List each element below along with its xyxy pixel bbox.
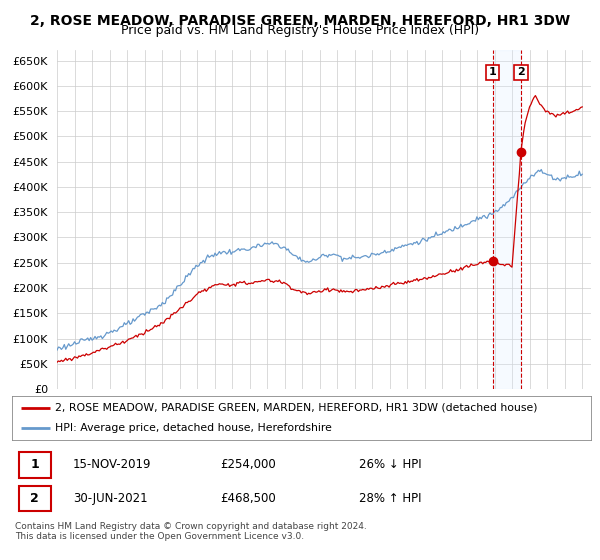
Text: Price paid vs. HM Land Registry's House Price Index (HPI): Price paid vs. HM Land Registry's House … xyxy=(121,24,479,37)
Text: £468,500: £468,500 xyxy=(220,492,276,505)
Text: 30-JUN-2021: 30-JUN-2021 xyxy=(73,492,148,505)
Text: HPI: Average price, detached house, Herefordshire: HPI: Average price, detached house, Here… xyxy=(55,423,332,433)
Text: 1: 1 xyxy=(31,458,39,472)
Text: 28% ↑ HPI: 28% ↑ HPI xyxy=(359,492,422,505)
Text: 2: 2 xyxy=(31,492,39,505)
FancyBboxPatch shape xyxy=(19,452,51,478)
Text: 15-NOV-2019: 15-NOV-2019 xyxy=(73,458,151,472)
Bar xyxy=(493,50,521,389)
Text: 26% ↓ HPI: 26% ↓ HPI xyxy=(359,458,422,472)
FancyBboxPatch shape xyxy=(19,486,51,511)
Text: 1: 1 xyxy=(488,67,496,77)
Text: £254,000: £254,000 xyxy=(220,458,276,472)
Text: 2: 2 xyxy=(517,67,525,77)
Text: Contains HM Land Registry data © Crown copyright and database right 2024.
This d: Contains HM Land Registry data © Crown c… xyxy=(15,522,367,542)
Text: 2, ROSE MEADOW, PARADISE GREEN, MARDEN, HEREFORD, HR1 3DW (detached house): 2, ROSE MEADOW, PARADISE GREEN, MARDEN, … xyxy=(55,403,538,413)
Text: 2, ROSE MEADOW, PARADISE GREEN, MARDEN, HEREFORD, HR1 3DW: 2, ROSE MEADOW, PARADISE GREEN, MARDEN, … xyxy=(30,14,570,28)
